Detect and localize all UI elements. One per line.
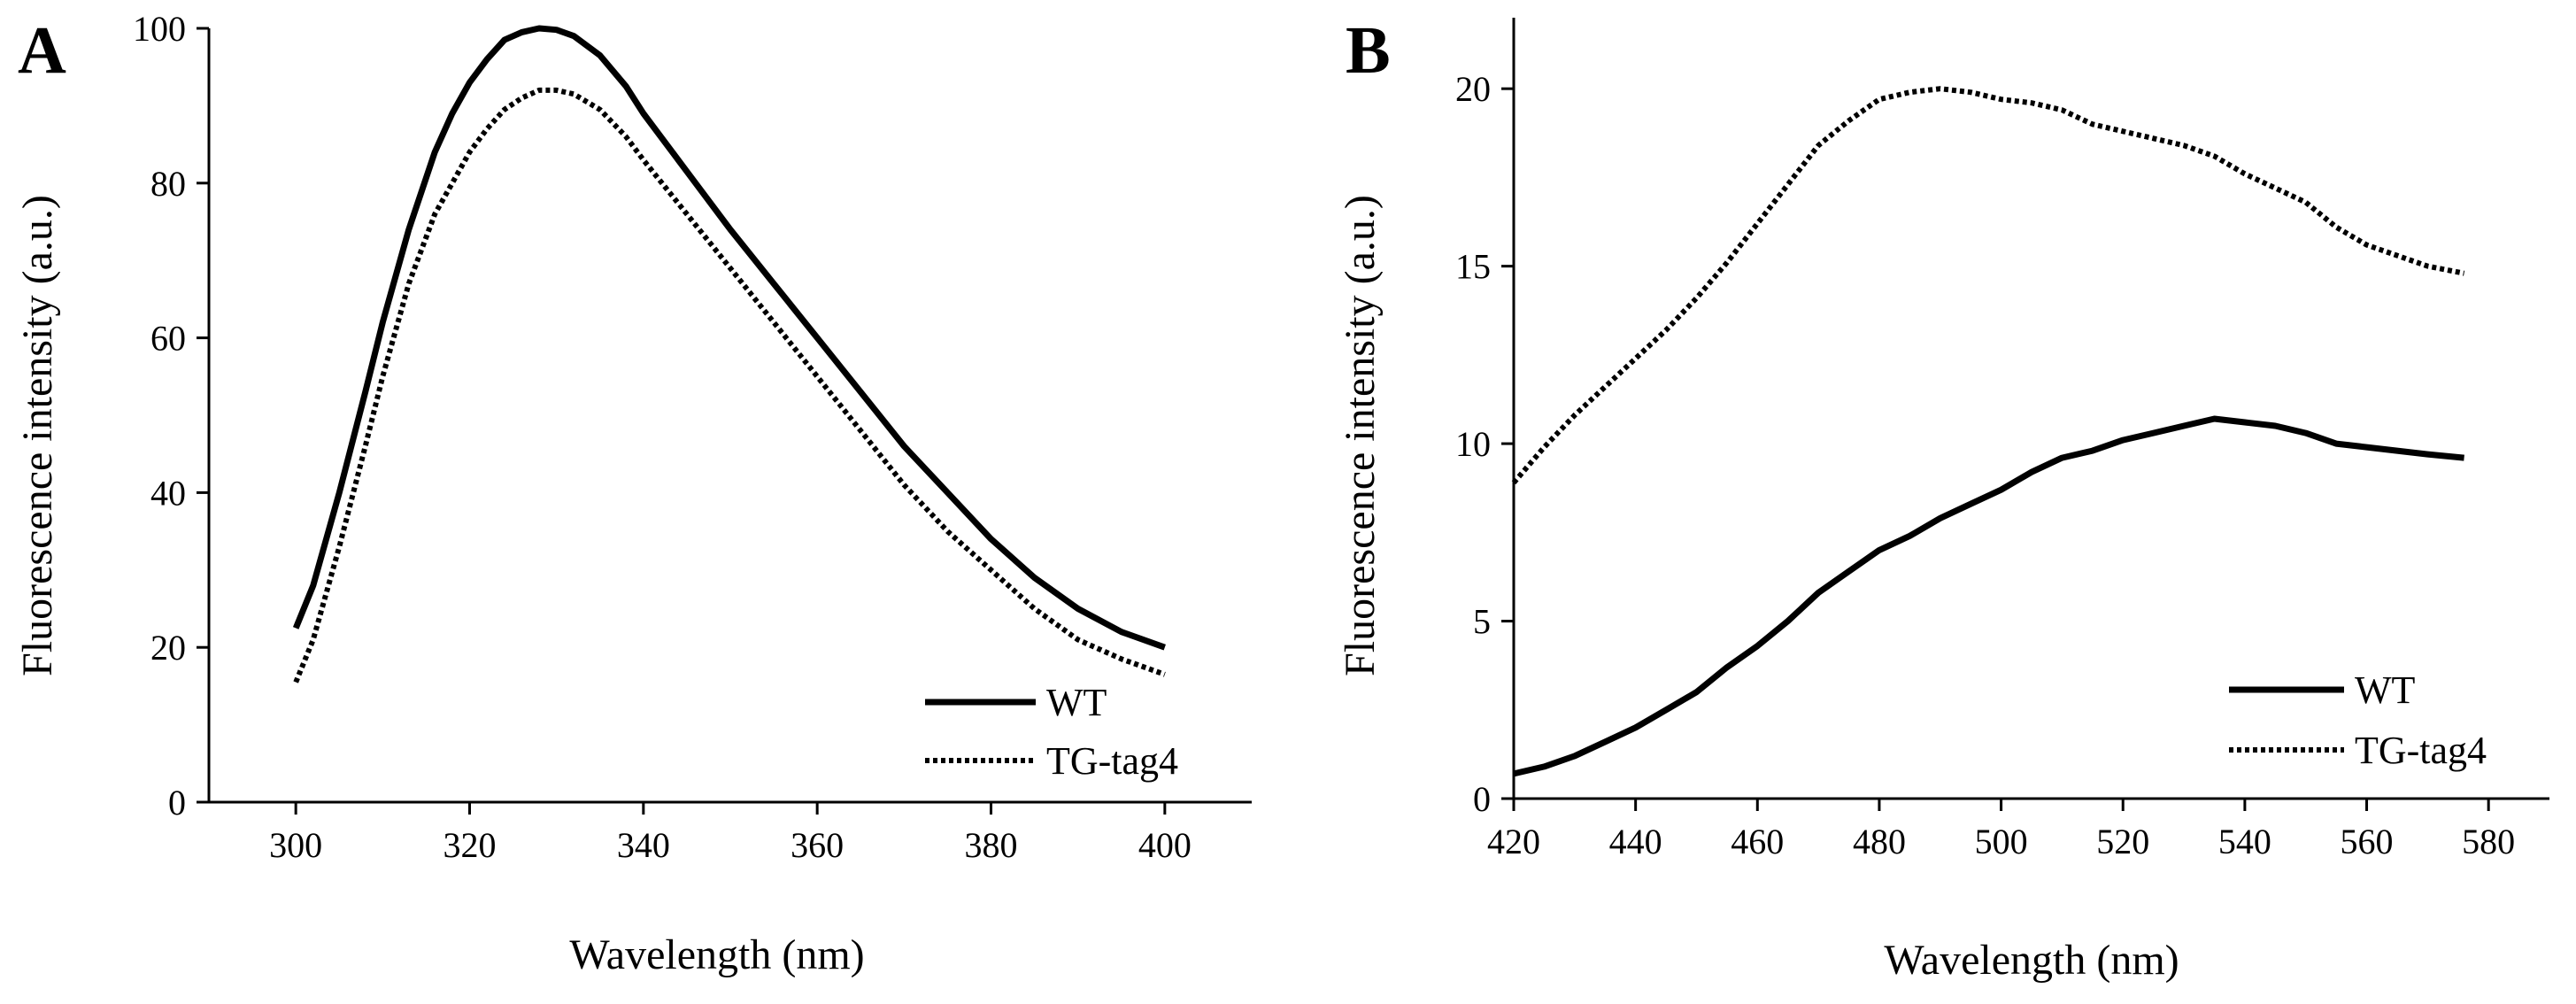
panel-b-x-tick-label-440: 440 <box>1609 822 1662 861</box>
panel-a-x-tick-label-400: 400 <box>1138 825 1192 865</box>
panel-b-legend-label-wt: WT <box>2355 668 2416 712</box>
panel-a-legend: WT TG-tag4 <box>925 681 1178 783</box>
panel-b-y-axis-title: Fluorescence intensity (a.u.) <box>1337 195 1384 676</box>
panel-a-legend-label-wt: WT <box>1046 681 1107 724</box>
panel-a-series-wt-line <box>292 25 1166 651</box>
panel-b-x-tick-label-460: 460 <box>1731 822 1784 861</box>
panel-b-x-tick-label-500: 500 <box>1975 822 2028 861</box>
panel-a-y-tick-label-0: 0 <box>168 783 186 823</box>
panel-b-chart: B Fluorescence intensity (a.u.) Waveleng… <box>1337 13 2549 984</box>
panel-b-x-tick-label-540: 540 <box>2218 822 2271 861</box>
panel-b-y-tick-label-10: 10 <box>1455 424 1491 464</box>
panel-b-x-tick-label-520: 520 <box>2096 822 2149 861</box>
panel-a-x-tick-label-360: 360 <box>791 825 844 865</box>
panel-a-x-tick-label-320: 320 <box>443 825 497 865</box>
panel-b-y-tick-label-20: 20 <box>1455 69 1491 109</box>
panel-b-x-tick-label-580: 580 <box>2462 822 2515 861</box>
panel-a-legend-label-tg-tag4: TG-tag4 <box>1046 739 1178 783</box>
panel-b-y-tick-label-15: 15 <box>1455 247 1491 287</box>
panel-a-x-tick-label-300: 300 <box>269 825 322 865</box>
panel-a-y-tick-label-40: 40 <box>150 473 186 513</box>
panel-a-series-tg-tag4-line <box>293 87 1166 683</box>
panel-a-y-axis-title: Fluorescence intensity (a.u.) <box>14 195 61 676</box>
panel-b-letter: B <box>1346 13 1391 88</box>
panel-a-x-axis-title: Wavelength (nm) <box>569 931 864 978</box>
panel-b-y-tick-label-5: 5 <box>1473 602 1491 642</box>
panel-b-x-tick-label-560: 560 <box>2341 822 2394 861</box>
panel-a-y-tick-label-60: 60 <box>150 319 186 359</box>
panel-b-series-wt-line <box>1513 415 2464 777</box>
panel-a-y-tick-label-20: 20 <box>150 628 186 668</box>
panel-b-x-tick-label-480: 480 <box>1853 822 1906 861</box>
panel-a-x-tick-label-340: 340 <box>617 825 670 865</box>
panel-b-legend-label-tg-tag4: TG-tag4 <box>2355 729 2487 772</box>
panel-b-x-tick-label-420: 420 <box>1487 822 1540 861</box>
panel-b-legend: WT TG-tag4 <box>2229 668 2487 772</box>
panel-b-y-tick-label-0: 0 <box>1473 779 1491 819</box>
panel-a-y-tick-label-100: 100 <box>133 9 186 49</box>
panel-a-letter: A <box>18 13 66 88</box>
panel-b-x-axis-title: Wavelength (nm) <box>1884 937 2179 984</box>
panel-a-y-tick-label-80: 80 <box>150 164 186 204</box>
panel-a-x-tick-label-380: 380 <box>965 825 1018 865</box>
panel-b-series-tg-tag4-line <box>1511 86 2465 485</box>
panel-a-chart: A Fluorescence intensity (a.u.) Waveleng… <box>14 9 1252 978</box>
